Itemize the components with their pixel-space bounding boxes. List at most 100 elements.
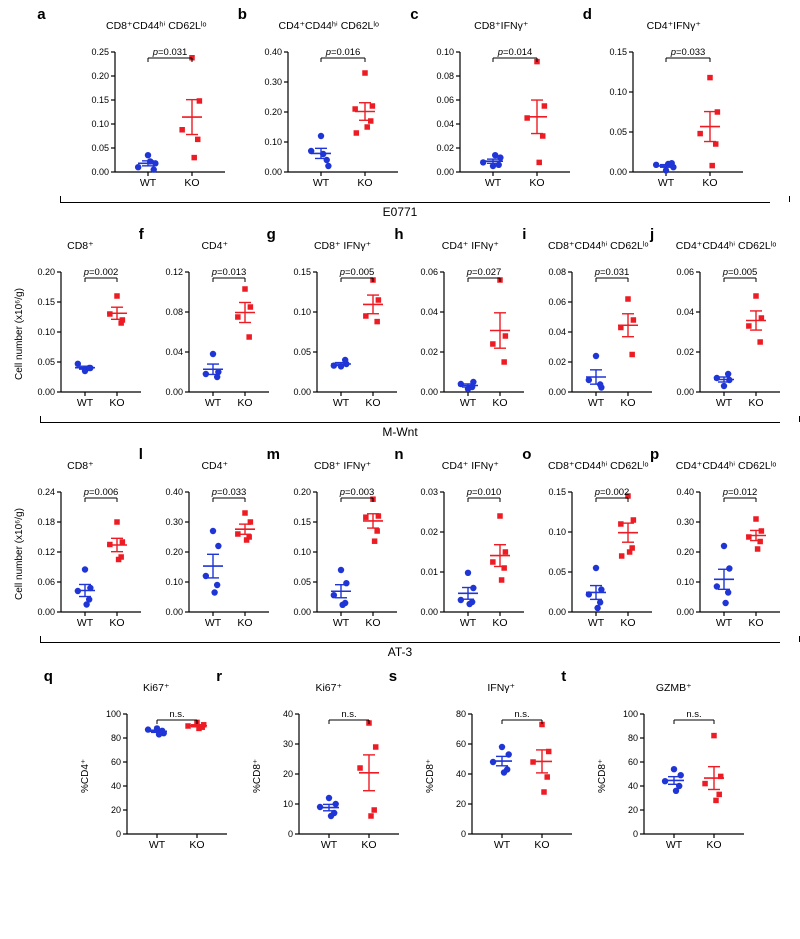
model-bracket-0: E0771 xyxy=(10,202,790,222)
svg-text:0.30: 0.30 xyxy=(264,77,282,87)
chart-k: 0.000.060.120.180.24WTKOp=0.006 xyxy=(27,474,147,634)
panel-title-t: GZMB⁺ xyxy=(656,682,692,694)
chart-s: 020406080WTKOn.s. xyxy=(438,696,578,856)
ylabel-r: %CD8⁺ xyxy=(252,696,263,856)
svg-text:p=0.002: p=0.002 xyxy=(594,487,630,498)
svg-text:0.00: 0.00 xyxy=(421,607,439,617)
svg-text:WT: WT xyxy=(205,397,222,409)
svg-text:0.02: 0.02 xyxy=(421,347,439,357)
svg-text:0.10: 0.10 xyxy=(549,527,567,537)
svg-text:10: 10 xyxy=(283,799,293,809)
svg-text:0.15: 0.15 xyxy=(293,517,311,527)
svg-text:0.10: 0.10 xyxy=(437,47,455,57)
panel-title-q: Ki67⁺ xyxy=(143,682,170,694)
svg-text:0.10: 0.10 xyxy=(92,119,110,129)
panel-q: qKi67⁺%CD4⁺020406080100WTKOn.s. xyxy=(80,682,233,856)
svg-text:WT: WT xyxy=(588,617,605,629)
svg-text:0.02: 0.02 xyxy=(549,357,567,367)
svg-text:KO: KO xyxy=(748,397,763,409)
svg-text:0.20: 0.20 xyxy=(92,71,110,81)
svg-text:KO: KO xyxy=(109,397,124,409)
panel-letter-b: b xyxy=(238,6,247,23)
svg-text:n.s.: n.s. xyxy=(342,709,357,720)
chart-b: 0.000.100.200.300.40WTKOp=0.016 xyxy=(254,34,404,194)
svg-text:0.06: 0.06 xyxy=(677,267,695,277)
ylabel-q: %CD4⁺ xyxy=(80,696,91,856)
svg-text:80: 80 xyxy=(111,733,121,743)
svg-text:KO: KO xyxy=(109,617,124,629)
svg-text:KO: KO xyxy=(357,177,372,189)
svg-text:WT: WT xyxy=(205,617,222,629)
panel-letter-s: s xyxy=(389,668,397,685)
panel-a: aCD8⁺CD44ʰⁱ CD62Lˡᵒ0.000.050.100.150.200… xyxy=(81,20,231,194)
svg-text:WT: WT xyxy=(716,617,733,629)
svg-text:0.05: 0.05 xyxy=(37,357,55,367)
svg-text:0.10: 0.10 xyxy=(264,137,282,147)
svg-text:0: 0 xyxy=(461,829,466,839)
panel-letter-d: d xyxy=(583,6,592,23)
panel-r: rKi67⁺%CD8⁺010203040WTKOn.s. xyxy=(252,682,405,856)
svg-text:80: 80 xyxy=(456,709,466,719)
chart-f: 0.000.040.080.12WTKOp=0.013 xyxy=(155,254,275,414)
panel-title-a: CD8⁺CD44ʰⁱ CD62Lˡᵒ xyxy=(106,20,207,32)
svg-text:0.05: 0.05 xyxy=(549,567,567,577)
svg-text:0.00: 0.00 xyxy=(165,607,183,617)
chart-r: 010203040WTKOn.s. xyxy=(265,696,405,856)
row-2: kCD8⁺Cell number (x10⁶/g)0.000.060.120.1… xyxy=(10,460,790,634)
chart-d: 0.000.050.100.15WTKOp=0.033 xyxy=(599,34,749,194)
panel-title-j: CD4⁺CD44ʰⁱ CD62Lˡᵒ xyxy=(676,240,777,252)
row-3: qKi67⁺%CD4⁺020406080100WTKOn.s.rKi67⁺%CD… xyxy=(10,682,790,856)
chart-c: 0.000.020.040.060.080.10WTKOp=0.014 xyxy=(426,34,576,194)
svg-text:0.01: 0.01 xyxy=(421,567,439,577)
svg-text:0.06: 0.06 xyxy=(37,577,55,587)
svg-text:0.00: 0.00 xyxy=(293,607,311,617)
panel-g: gCD8⁺ IFNγ⁺0.000.050.100.15WTKOp=0.005 xyxy=(283,240,403,414)
svg-text:WT: WT xyxy=(485,177,502,189)
svg-text:0.10: 0.10 xyxy=(165,577,183,587)
chart-j: 0.000.020.040.06WTKOp=0.005 xyxy=(666,254,786,414)
svg-text:0.00: 0.00 xyxy=(437,167,455,177)
panel-letter-h: h xyxy=(394,226,403,243)
chart-i: 0.000.020.040.060.08WTKOp=0.031 xyxy=(538,254,658,414)
panel-letter-c: c xyxy=(410,6,418,23)
chart-a: 0.000.050.100.150.200.25WTKOp=0.031 xyxy=(81,34,231,194)
svg-text:0.02: 0.02 xyxy=(421,527,439,537)
chart-o: 0.000.050.100.15WTKOp=0.002 xyxy=(538,474,658,634)
svg-text:KO: KO xyxy=(530,177,545,189)
svg-text:0.15: 0.15 xyxy=(37,297,55,307)
svg-text:0.06: 0.06 xyxy=(549,297,567,307)
svg-text:p=0.005: p=0.005 xyxy=(338,267,374,278)
svg-text:0.40: 0.40 xyxy=(165,487,183,497)
row-0: aCD8⁺CD44ʰⁱ CD62Lˡᵒ0.000.050.100.150.200… xyxy=(10,20,790,194)
panel-i: iCD8⁺CD44ʰⁱ CD62Lˡᵒ0.000.020.040.060.08W… xyxy=(538,240,658,414)
svg-text:0.00: 0.00 xyxy=(37,387,55,397)
svg-text:p=0.003: p=0.003 xyxy=(338,487,374,498)
svg-text:0.04: 0.04 xyxy=(677,307,695,317)
ylabel-s: %CD8⁺ xyxy=(425,696,436,856)
svg-text:KO: KO xyxy=(189,839,204,851)
svg-text:0.05: 0.05 xyxy=(293,577,311,587)
panel-letter-j: j xyxy=(650,226,654,243)
svg-text:p=0.005: p=0.005 xyxy=(722,267,758,278)
panel-letter-a: a xyxy=(37,6,45,23)
panel-s: sIFNγ⁺%CD8⁺020406080WTKOn.s. xyxy=(425,682,578,856)
svg-text:p=0.033: p=0.033 xyxy=(210,487,246,498)
svg-text:40: 40 xyxy=(111,781,121,791)
svg-text:100: 100 xyxy=(623,709,638,719)
panel-d: dCD4⁺IFNγ⁺0.000.050.100.15WTKOp=0.033 xyxy=(599,20,749,194)
svg-text:0.00: 0.00 xyxy=(609,167,627,177)
svg-text:p=0.012: p=0.012 xyxy=(722,487,758,498)
svg-text:WT: WT xyxy=(460,397,477,409)
svg-text:0.05: 0.05 xyxy=(92,143,110,153)
svg-text:0.25: 0.25 xyxy=(92,47,110,57)
svg-text:0.03: 0.03 xyxy=(421,487,439,497)
svg-text:60: 60 xyxy=(456,739,466,749)
svg-text:0.04: 0.04 xyxy=(421,307,439,317)
panel-letter-l: l xyxy=(139,446,143,463)
svg-text:0.24: 0.24 xyxy=(37,487,55,497)
panel-letter-t: t xyxy=(561,668,566,685)
svg-text:40: 40 xyxy=(628,781,638,791)
panel-t: tGZMB⁺%CD8⁺020406080100WTKOn.s. xyxy=(597,682,750,856)
svg-text:40: 40 xyxy=(283,709,293,719)
ylabel-t: %CD8⁺ xyxy=(597,696,608,856)
